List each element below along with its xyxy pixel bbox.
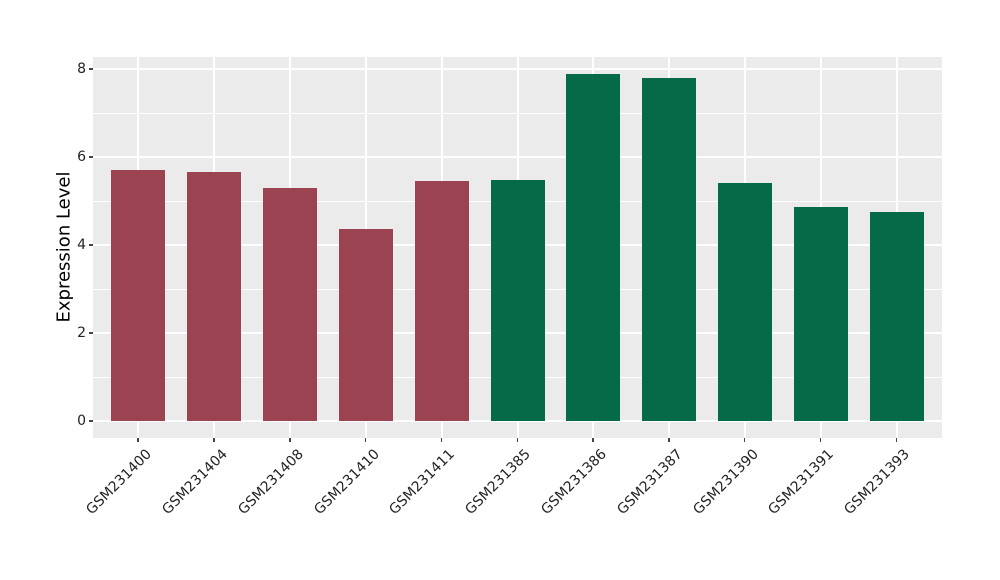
bar-GSM231390 bbox=[717, 182, 772, 421]
bar-GSM231400 bbox=[111, 170, 166, 421]
x-tick-label-GSM231408: GSM231408 bbox=[235, 446, 307, 518]
bar-GSM231391 bbox=[793, 207, 848, 421]
bar-GSM231411 bbox=[414, 180, 469, 421]
x-tick-mark-GSM231386 bbox=[592, 438, 594, 442]
x-tick-label-GSM231390: GSM231390 bbox=[689, 446, 762, 518]
plot-panel bbox=[93, 57, 942, 438]
y-tick-mark-0 bbox=[89, 420, 93, 422]
y-tick-mark-8 bbox=[89, 68, 93, 70]
bar-GSM231385 bbox=[490, 180, 545, 421]
x-tick-mark-GSM231385 bbox=[516, 438, 518, 442]
y-tick-label-6: 6 bbox=[77, 149, 86, 165]
y-tick-label-8: 8 bbox=[77, 61, 86, 77]
y-tick-label-0: 0 bbox=[77, 413, 86, 429]
x-tick-label-GSM231393: GSM231393 bbox=[841, 446, 914, 518]
x-tick-label-GSM231386: GSM231386 bbox=[538, 446, 610, 518]
bar-GSM231408 bbox=[263, 187, 318, 421]
x-tick-mark-GSM231390 bbox=[743, 438, 746, 442]
y-tick-mark-4 bbox=[89, 244, 93, 246]
bar-GSM231386 bbox=[566, 74, 621, 421]
x-tick-mark-GSM231404 bbox=[213, 438, 215, 442]
x-tick-label-GSM231385: GSM231385 bbox=[462, 446, 535, 518]
x-tick-label-GSM231411: GSM231411 bbox=[386, 446, 459, 518]
y-tick-mark-6 bbox=[89, 156, 93, 158]
x-tick-label-GSM231387: GSM231387 bbox=[614, 446, 686, 518]
x-tick-mark-GSM231400 bbox=[137, 438, 139, 442]
x-tick-label-GSM231410: GSM231410 bbox=[310, 446, 383, 518]
x-tick-mark-GSM231410 bbox=[364, 438, 367, 442]
bar-GSM231387 bbox=[642, 77, 697, 421]
y-tick-label-2: 2 bbox=[77, 325, 86, 341]
x-tick-mark-GSM231411 bbox=[440, 438, 443, 442]
bar-GSM231393 bbox=[869, 212, 924, 421]
bar-GSM231410 bbox=[338, 229, 393, 421]
x-tick-mark-GSM231408 bbox=[289, 438, 291, 442]
y-tick-label-4: 4 bbox=[77, 237, 86, 253]
x-tick-label-GSM231391: GSM231391 bbox=[765, 446, 838, 518]
x-tick-label-GSM231404: GSM231404 bbox=[159, 446, 231, 518]
bar-GSM231404 bbox=[187, 172, 242, 421]
x-tick-label-GSM231400: GSM231400 bbox=[83, 446, 156, 518]
x-tick-mark-GSM231391 bbox=[819, 438, 822, 442]
x-tick-mark-GSM231387 bbox=[668, 438, 670, 442]
x-tick-mark-GSM231393 bbox=[895, 438, 898, 442]
y-tick-mark-2 bbox=[89, 332, 93, 334]
